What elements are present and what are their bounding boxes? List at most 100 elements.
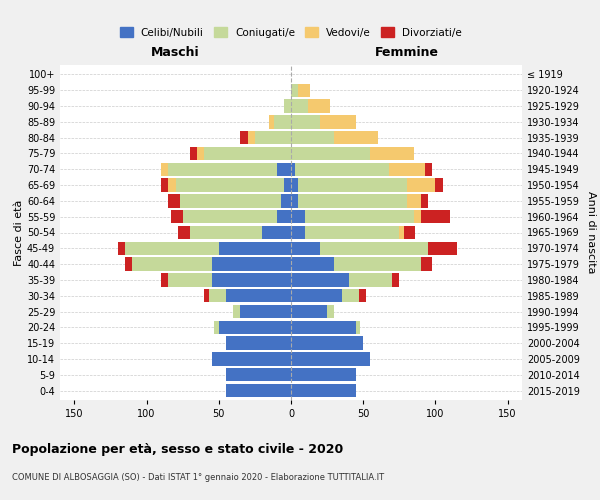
Y-axis label: Fasce di età: Fasce di età	[14, 200, 24, 266]
Bar	[320, 242, 428, 255]
Bar	[425, 162, 433, 176]
Bar	[291, 131, 334, 144]
Bar	[291, 242, 320, 255]
Bar	[248, 131, 255, 144]
Bar	[404, 226, 415, 239]
Bar	[180, 194, 281, 207]
Bar	[291, 320, 356, 334]
Bar	[274, 115, 291, 128]
Bar	[284, 178, 291, 192]
Y-axis label: Anni di nascita: Anni di nascita	[586, 191, 596, 274]
Bar	[205, 289, 209, 302]
Legend: Celibi/Nubili, Coniugati/e, Vedovi/e, Divorziati/e: Celibi/Nubili, Coniugati/e, Vedovi/e, Di…	[116, 24, 466, 42]
Bar	[436, 178, 443, 192]
Bar	[281, 194, 291, 207]
Bar	[219, 242, 291, 255]
Bar	[291, 100, 308, 113]
Bar	[277, 162, 291, 176]
Bar	[262, 226, 291, 239]
Bar	[226, 289, 291, 302]
Bar	[291, 258, 334, 271]
Bar	[298, 84, 310, 97]
Bar	[334, 258, 421, 271]
Bar	[277, 210, 291, 224]
Bar	[168, 194, 180, 207]
Bar	[190, 226, 262, 239]
Bar	[168, 273, 212, 286]
Bar	[125, 258, 132, 271]
Bar	[392, 273, 399, 286]
Bar	[178, 226, 190, 239]
Bar	[291, 273, 349, 286]
Bar	[356, 320, 360, 334]
Bar	[407, 194, 421, 207]
Bar	[359, 289, 366, 302]
Bar	[183, 210, 277, 224]
Bar	[284, 100, 291, 113]
Bar	[421, 210, 450, 224]
Bar	[291, 162, 295, 176]
Bar	[190, 147, 197, 160]
Bar	[214, 320, 219, 334]
Bar	[305, 210, 414, 224]
Bar	[291, 84, 298, 97]
Bar	[168, 162, 277, 176]
Bar	[308, 100, 330, 113]
Bar	[241, 305, 291, 318]
Bar	[161, 162, 168, 176]
Bar	[291, 147, 370, 160]
Bar	[291, 115, 320, 128]
Text: COMUNE DI ALBOSAGGIA (SO) - Dati ISTAT 1° gennaio 2020 - Elaborazione TUTTITALIA: COMUNE DI ALBOSAGGIA (SO) - Dati ISTAT 1…	[12, 472, 384, 482]
Bar	[197, 147, 205, 160]
Bar	[255, 131, 291, 144]
Bar	[118, 242, 125, 255]
Bar	[212, 258, 291, 271]
Bar	[298, 194, 407, 207]
Bar	[370, 147, 414, 160]
Bar	[226, 384, 291, 397]
Bar	[327, 305, 334, 318]
Bar	[161, 178, 168, 192]
Bar	[241, 131, 248, 144]
Text: Popolazione per età, sesso e stato civile - 2020: Popolazione per età, sesso e stato civil…	[12, 442, 343, 456]
Bar	[341, 289, 359, 302]
Bar	[295, 162, 389, 176]
Bar	[334, 131, 377, 144]
Bar	[205, 147, 291, 160]
Bar	[291, 305, 327, 318]
Bar	[219, 320, 291, 334]
Bar	[291, 368, 356, 382]
Bar	[421, 194, 428, 207]
Bar	[407, 178, 436, 192]
Bar	[291, 289, 341, 302]
Bar	[269, 115, 274, 128]
Bar	[226, 368, 291, 382]
Bar	[209, 289, 226, 302]
Bar	[349, 273, 392, 286]
Bar	[226, 336, 291, 350]
Bar	[428, 242, 457, 255]
Bar	[298, 178, 407, 192]
Bar	[176, 178, 284, 192]
Bar	[212, 352, 291, 366]
Bar	[171, 210, 183, 224]
Bar	[414, 210, 421, 224]
Text: Maschi: Maschi	[151, 46, 200, 60]
Bar	[125, 242, 219, 255]
Bar	[305, 226, 399, 239]
Bar	[291, 352, 370, 366]
Bar	[291, 210, 305, 224]
Bar	[291, 226, 305, 239]
Bar	[233, 305, 241, 318]
Bar	[132, 258, 212, 271]
Bar	[212, 273, 291, 286]
Bar	[389, 162, 425, 176]
Bar	[291, 178, 298, 192]
Bar	[291, 336, 363, 350]
Bar	[161, 273, 168, 286]
Bar	[421, 258, 433, 271]
Bar	[399, 226, 404, 239]
Bar	[168, 178, 176, 192]
Bar	[320, 115, 356, 128]
Text: Femmine: Femmine	[374, 46, 439, 60]
